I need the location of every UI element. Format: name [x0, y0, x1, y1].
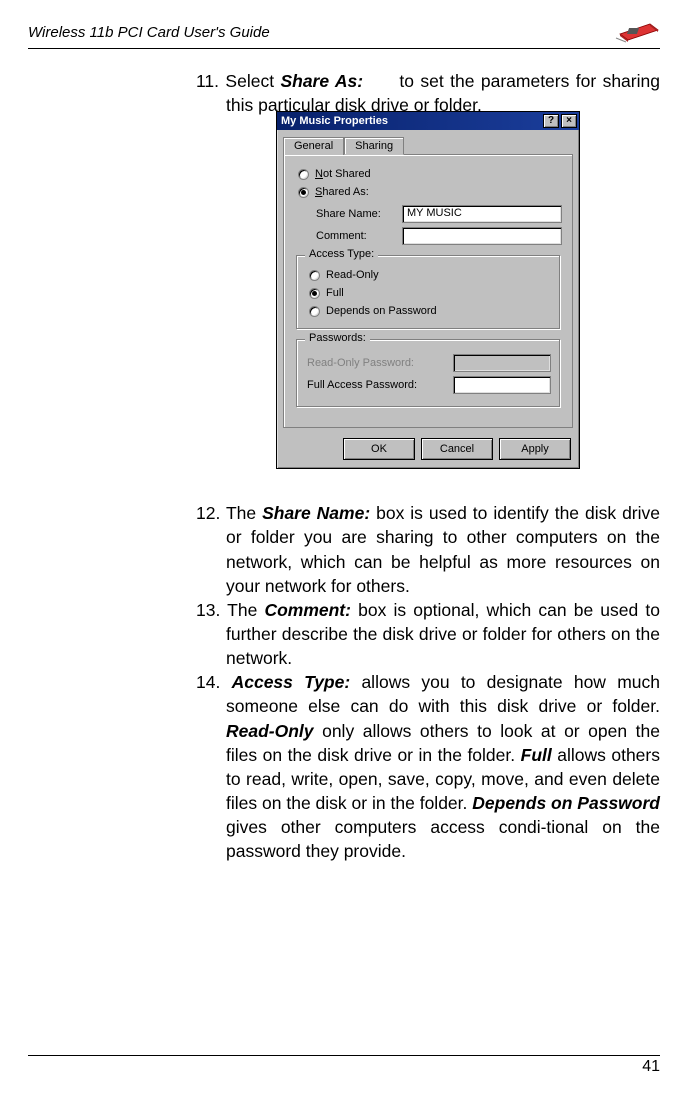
term-comment: Comment: [264, 600, 351, 620]
apply-button[interactable]: Apply [499, 438, 571, 460]
radio-full[interactable] [309, 288, 320, 299]
label-shared-as: Shared As: [315, 186, 369, 198]
ok-button[interactable]: OK [343, 438, 415, 460]
dialog-titlebar[interactable]: My Music Properties ? × [277, 112, 579, 130]
close-icon[interactable]: × [561, 114, 577, 128]
term-access-type: Access Type: [232, 672, 351, 692]
step-num: 11. [196, 71, 225, 91]
label-read-only: Read-Only [326, 269, 379, 281]
label-full: Full [326, 287, 344, 299]
step-11: 11. Select Share As: to set the paramete… [196, 69, 660, 117]
step-num: 13. [196, 600, 227, 620]
text: Select [225, 71, 280, 91]
label-depends: Depends on Password [326, 305, 437, 317]
text: gives other computers access condi-tiona… [226, 817, 660, 861]
sharing-panel: Not Shared Shared As: Share Name: MY MUS… [283, 154, 573, 428]
step-14: 14. Access Type: allows you to designate… [196, 670, 660, 863]
text: The [227, 600, 264, 620]
header-title: Wireless 11b PCI Card User's Guide [28, 24, 270, 41]
step-num: 14. [196, 672, 232, 692]
step-12: 12. The Share Name: box is used to ident… [196, 501, 660, 598]
tab-general[interactable]: General [283, 137, 344, 155]
term-share-as: Share As: [280, 71, 363, 91]
label-full-password: Full Access Password: [307, 379, 453, 391]
radio-not-shared[interactable] [298, 169, 309, 180]
ro-password-input [453, 354, 551, 372]
radio-depends[interactable] [309, 306, 320, 317]
tab-sharing[interactable]: Sharing [344, 137, 404, 155]
properties-dialog: My Music Properties ? × General Sharing … [276, 111, 580, 469]
cancel-button[interactable]: Cancel [421, 438, 493, 460]
term-depends: Depends on Password [472, 793, 660, 813]
help-icon[interactable]: ? [543, 114, 559, 128]
label-comment: Comment: [316, 230, 402, 242]
radio-read-only[interactable] [309, 270, 320, 281]
term-full: Full [521, 745, 552, 765]
full-password-input[interactable] [453, 376, 551, 394]
page-number: 41 [642, 1058, 660, 1075]
passwords-group: Passwords: Read-Only Password: Full Acce… [296, 339, 560, 407]
label-ro-password: Read-Only Password: [307, 357, 453, 369]
step-13: 13. The Comment: box is optional, which … [196, 598, 660, 670]
legend-passwords: Passwords: [305, 332, 370, 344]
page-footer: 41 [28, 1055, 660, 1076]
label-share-name: Share Name: [316, 208, 402, 220]
comment-input[interactable] [402, 227, 562, 245]
access-type-group: Access Type: Read-Only Full Depends on P… [296, 255, 560, 329]
legend-access-type: Access Type: [305, 248, 378, 260]
term-read-only: Read-Only [226, 721, 314, 741]
term-share-name: Share Name: [262, 503, 370, 523]
dialog-title: My Music Properties [281, 115, 388, 127]
share-name-input[interactable]: MY MUSIC [402, 205, 562, 223]
label-not-shared: Not Shared [315, 168, 371, 180]
radio-shared-as[interactable] [298, 187, 309, 198]
step-num: 12. [196, 503, 226, 523]
pci-card-icon [614, 20, 660, 44]
text: The [226, 503, 262, 523]
